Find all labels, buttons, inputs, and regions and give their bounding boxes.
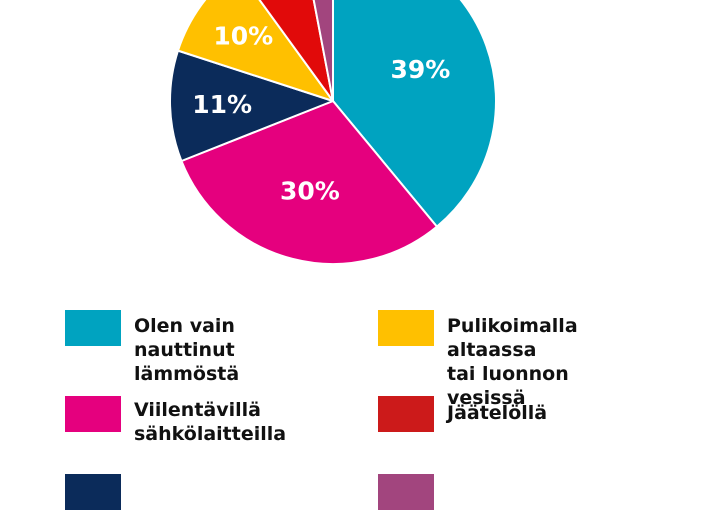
pie-slice-5 (312, 0, 334, 102)
pie-slice-label-1: 30% (280, 177, 340, 206)
pie-slice-2 (169, 49, 334, 162)
legend-swatch-red (378, 396, 434, 432)
pie-slice-3 (176, 0, 334, 102)
pie-slice-1 (180, 100, 438, 265)
legend-swatch-magenta (65, 396, 121, 432)
pie-chart: 39% 30% 11% 10% (169, 0, 497, 265)
pie-slice-0 (332, 0, 497, 228)
legend-swatch-purple (378, 474, 434, 510)
legend-label-jaatelolla: Jäätelöllä (447, 402, 548, 424)
pie-slice-label-3: 10% (213, 21, 273, 50)
legend-label-viilentavilla: Viilentävillä sähkölaitteilla (134, 399, 287, 445)
legend-swatch-teal (65, 310, 121, 346)
pie-slice-label-0: 39% (390, 55, 450, 84)
pie-slice-4 (258, 0, 334, 102)
legend-label-olen-vain-nauttinut: Olen vain nauttinut lämmöstä (134, 315, 240, 385)
legend-label-pulikoimalla: Pulikoimalla altaassa tai luonnon vesiss… (447, 315, 578, 409)
legend-swatch-navy (65, 474, 121, 510)
legend-swatch-yellow (378, 310, 434, 346)
pie-slice-label-2: 11% (192, 90, 252, 119)
